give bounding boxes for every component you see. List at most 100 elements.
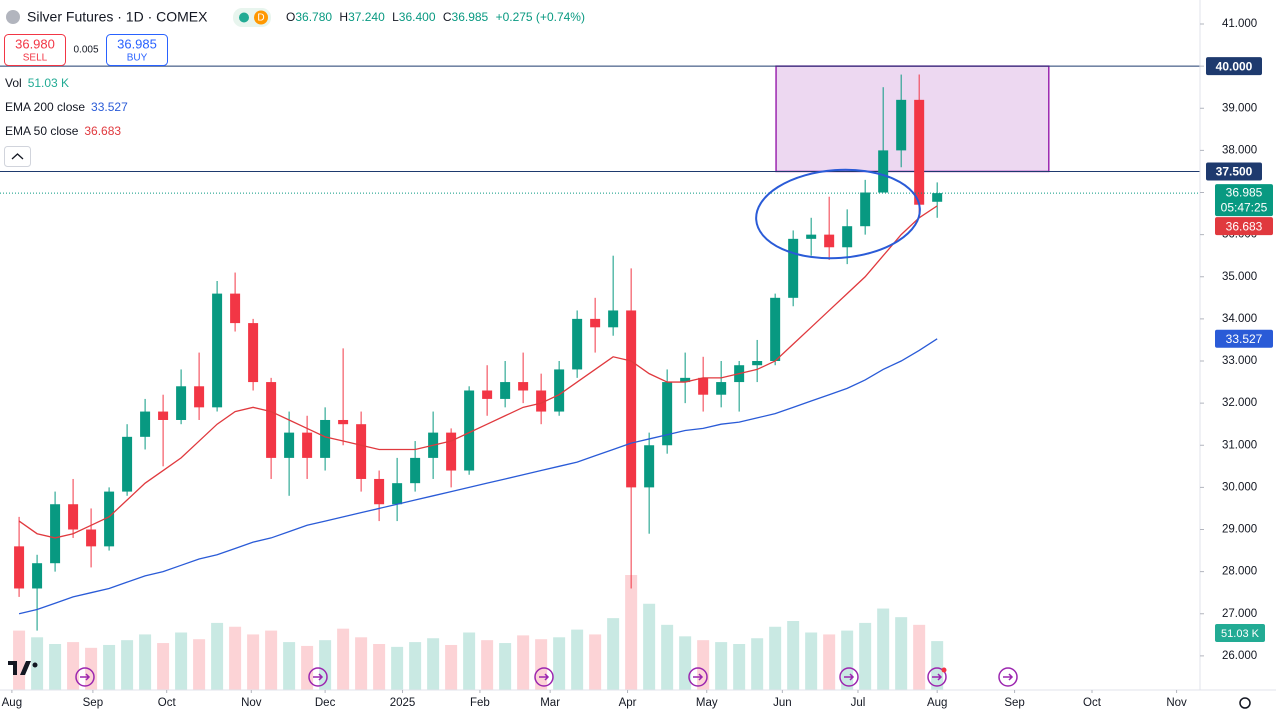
- ohlc-header: O36.780 H37.240 L36.400 C36.985 +0.275 (…: [286, 10, 585, 24]
- candle-body: [176, 386, 187, 420]
- x-tick-label: 2025: [390, 697, 416, 709]
- symbol-title: Silver Futures · 1D · COMEX: [27, 9, 208, 25]
- event-icon[interactable]: [839, 667, 859, 687]
- volume-bar: [787, 621, 800, 690]
- tv-logo-dot: [32, 662, 38, 668]
- x-tick-label: Oct: [1083, 697, 1102, 709]
- volume-bar: [733, 644, 746, 690]
- volume-bar: [139, 634, 152, 690]
- candle-body: [68, 504, 79, 530]
- zone-rectangle: [775, 65, 1050, 173]
- volume-bar: [895, 617, 908, 690]
- candle-body: [842, 226, 853, 248]
- last-price-label: 36.985: [1226, 185, 1263, 199]
- sell-button[interactable]: [4, 34, 66, 66]
- hline-badge: [1206, 57, 1262, 76]
- volume-bar: [589, 634, 602, 690]
- settings-icon[interactable]: [1239, 697, 1251, 709]
- candle-body: [698, 377, 709, 395]
- change-value: +0.275 (+0.74%): [496, 10, 585, 24]
- legend-ema50: EMA 50 close 36.683: [5, 124, 121, 138]
- candle-body: [14, 546, 25, 589]
- zone-layer: [0, 65, 1200, 173]
- volume-bar: [481, 640, 494, 690]
- legend-ema200-name: EMA 200 close: [5, 100, 85, 114]
- x-tick-label: Feb: [470, 697, 490, 709]
- candle-body: [338, 419, 349, 425]
- low-value: 36.400: [399, 10, 436, 24]
- volume-bar: [697, 640, 710, 690]
- x-tick-label: Apr: [619, 697, 637, 709]
- y-tick-label: 32.000: [1222, 397, 1257, 409]
- event-alert-dot: [941, 667, 947, 673]
- candle-body: [158, 411, 169, 420]
- candle-body: [500, 382, 511, 399]
- candle-body: [536, 390, 547, 412]
- y-tick-label: 38.000: [1222, 144, 1257, 156]
- volume-bar: [409, 642, 422, 690]
- candle-body: [770, 297, 781, 362]
- candle-body: [860, 192, 871, 227]
- y-tick-label: 39.000: [1222, 102, 1257, 114]
- volume-bar: [229, 626, 242, 690]
- volume-badge-label: 51.03 K: [1221, 628, 1260, 640]
- event-icon[interactable]: [998, 667, 1018, 687]
- candle-body: [266, 382, 277, 458]
- candle-body: [662, 382, 673, 446]
- candle-body: [140, 411, 151, 437]
- volume-bar: [211, 622, 224, 690]
- volume-bar: [553, 637, 566, 690]
- status-dot: [239, 12, 249, 23]
- candle-body: [356, 424, 367, 479]
- tv-logo: [8, 661, 31, 675]
- buy-button[interactable]: [106, 34, 168, 66]
- x-tick-label: Aug: [927, 697, 947, 709]
- volume-bar: [715, 642, 728, 690]
- low-label: L: [392, 10, 399, 24]
- event-arrow: [539, 673, 550, 681]
- volume-bar: [193, 639, 206, 690]
- legend-ema200: EMA 200 close 33.527: [5, 100, 128, 114]
- x-tick-label: Nov: [1166, 697, 1187, 709]
- volume-bar: [175, 632, 188, 690]
- candle-body: [590, 318, 601, 328]
- legend-volume: Vol 51.03 K: [5, 76, 69, 90]
- y-tick-label: 35.000: [1222, 271, 1257, 283]
- y-tick-label: 30.000: [1222, 481, 1257, 493]
- candle-body: [122, 436, 133, 492]
- volume-bar: [499, 643, 512, 690]
- candle-body: [752, 361, 763, 366]
- event-icon[interactable]: [534, 667, 554, 687]
- ema-badge-label: 36.683: [1226, 219, 1263, 233]
- open-label: O: [286, 10, 295, 24]
- x-tick-label: Mar: [540, 697, 560, 709]
- event-icon[interactable]: [927, 667, 947, 687]
- ema-badge: [1215, 217, 1273, 236]
- candle-body: [248, 323, 259, 383]
- x-tick-label: Jul: [851, 697, 866, 709]
- volume-bar: [643, 603, 656, 690]
- hline-label: 40.000: [1216, 59, 1253, 73]
- legend-volume-value: 51.03 K: [28, 76, 69, 90]
- volume-bar: [571, 629, 584, 690]
- event-icon[interactable]: [75, 667, 95, 687]
- volume-bar: [805, 632, 818, 690]
- main-layer: [0, 74, 1200, 631]
- candle-body: [788, 238, 799, 298]
- event-icon[interactable]: [308, 667, 328, 687]
- hline-label: 37.500: [1216, 165, 1253, 179]
- event-icon[interactable]: [688, 667, 708, 687]
- candle-body: [302, 432, 313, 458]
- candle-body: [284, 432, 295, 458]
- candle-body: [50, 504, 61, 564]
- candle-body: [194, 386, 205, 408]
- buy-label: BUY: [127, 53, 148, 64]
- high-value: 37.240: [348, 10, 385, 24]
- volume-bar: [751, 638, 764, 690]
- candle-body: [680, 377, 691, 383]
- candle-body: [878, 150, 889, 193]
- event-arrow: [80, 673, 91, 681]
- volume-bar: [265, 630, 278, 690]
- collapse-legend-button[interactable]: [4, 146, 31, 167]
